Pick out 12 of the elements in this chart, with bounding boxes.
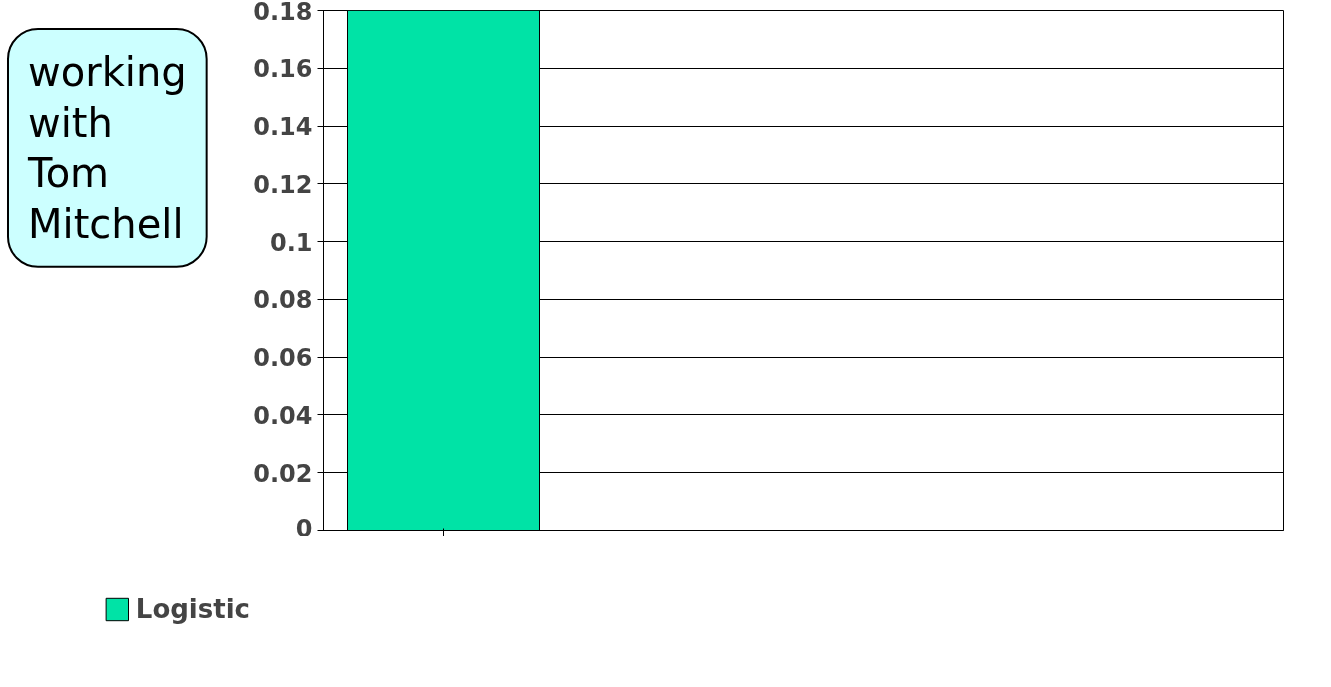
- y-tick-label: 0.08: [253, 286, 313, 315]
- y-tick-label: 0.1: [269, 228, 313, 257]
- y-tick-label: 0.12: [253, 170, 313, 199]
- text: working with Tom Mitchell: [27, 48, 187, 247]
- legend-label: Logistic: [135, 594, 250, 624]
- y-tick-label: 0.04: [253, 401, 313, 430]
- y-tick-label: 0.16: [253, 55, 313, 84]
- y-tick-label: 0.14: [253, 113, 313, 142]
- y-tick-label: 0.18: [253, 0, 313, 26]
- y-tick-label: 0.06: [253, 344, 313, 373]
- y-tick-label: 0: [295, 514, 313, 543]
- y-tick-label: 0.02: [253, 459, 313, 488]
